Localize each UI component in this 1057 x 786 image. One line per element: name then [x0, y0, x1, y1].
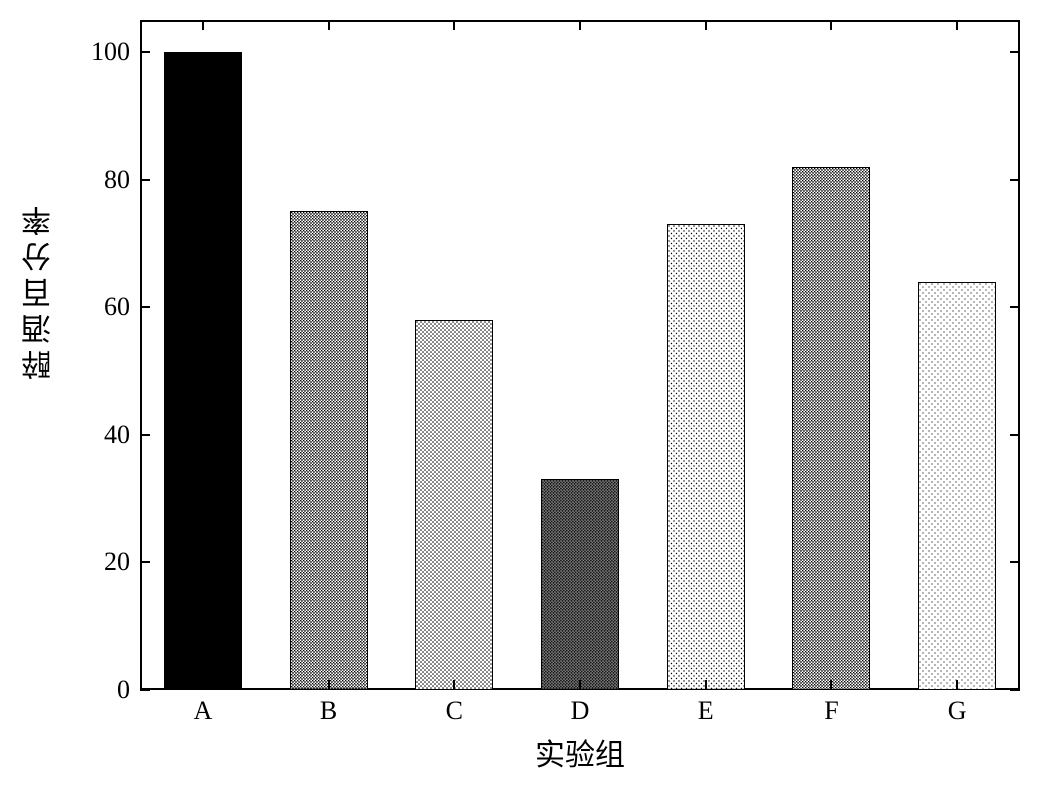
x-tick-mark	[705, 680, 707, 690]
x-tick-mark	[956, 20, 958, 30]
bar	[792, 167, 870, 690]
y-tick-label: 0	[60, 675, 130, 705]
x-tick-mark	[453, 680, 455, 690]
chart-container: 醉酒百分率 实验组 0 20 40 60 80 100 A B C D E F G	[0, 0, 1057, 786]
bar	[164, 52, 242, 690]
y-tick-mark	[140, 306, 150, 308]
bar	[290, 211, 368, 690]
bar	[667, 224, 745, 690]
y-tick-mark	[1010, 306, 1020, 308]
y-tick-mark	[140, 434, 150, 436]
y-tick-label: 60	[60, 292, 130, 322]
y-tick-mark	[1010, 561, 1020, 563]
bar	[918, 282, 996, 690]
y-tick-mark	[1010, 179, 1020, 181]
x-tick-label: B	[299, 696, 359, 726]
bar	[415, 320, 493, 690]
y-tick-label: 20	[60, 547, 130, 577]
x-tick-label: A	[173, 696, 233, 726]
x-tick-mark	[579, 20, 581, 30]
y-tick-mark	[140, 179, 150, 181]
y-tick-mark	[140, 561, 150, 563]
x-tick-label: D	[550, 696, 610, 726]
x-tick-mark	[830, 20, 832, 30]
x-tick-mark	[453, 20, 455, 30]
x-tick-mark	[579, 680, 581, 690]
y-tick-mark	[1010, 434, 1020, 436]
y-tick-mark	[140, 689, 150, 691]
x-tick-mark	[328, 680, 330, 690]
x-tick-mark	[202, 20, 204, 30]
y-tick-mark	[1010, 689, 1020, 691]
y-axis-label: 醉酒百分率	[18, 200, 62, 380]
x-tick-label: F	[801, 696, 861, 726]
x-axis-label: 实验组	[500, 730, 660, 774]
x-tick-mark	[328, 20, 330, 30]
y-tick-mark	[140, 51, 150, 53]
x-tick-label: G	[927, 696, 987, 726]
y-tick-mark	[1010, 51, 1020, 53]
x-tick-mark	[830, 680, 832, 690]
x-tick-label: C	[424, 696, 484, 726]
y-tick-label: 80	[60, 165, 130, 195]
x-tick-label: E	[676, 696, 736, 726]
x-tick-mark	[705, 20, 707, 30]
x-tick-mark	[202, 680, 204, 690]
bar	[541, 479, 619, 690]
y-tick-label: 40	[60, 420, 130, 450]
x-tick-mark	[956, 680, 958, 690]
y-tick-label: 100	[60, 37, 130, 67]
